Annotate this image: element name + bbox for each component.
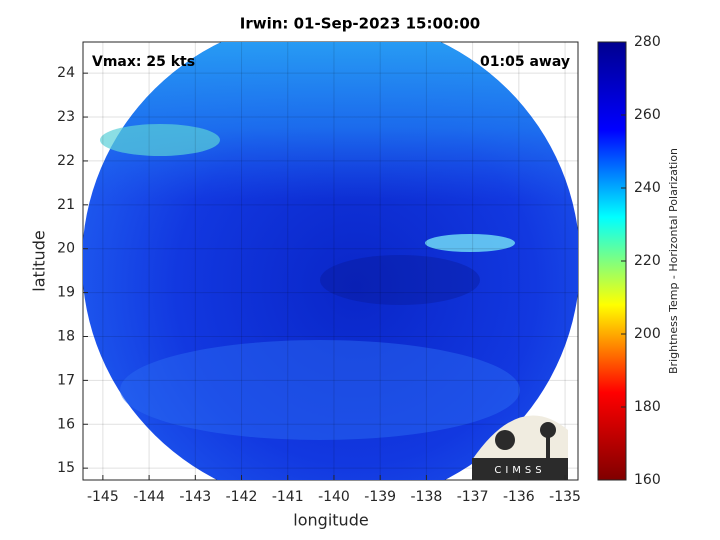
x-tick-label: -140 — [318, 489, 350, 505]
annotation: Vmax: 25 kts — [92, 54, 195, 70]
x-tick-label: -136 — [503, 489, 535, 505]
y-tick-label: 16 — [57, 416, 75, 432]
colorbar-tick-label: 160 — [634, 472, 661, 488]
chart-title: Irwin: 01-Sep-2023 15:00:00 — [240, 15, 481, 33]
x-tick-label: -143 — [179, 489, 211, 505]
logo-text: CIMSS — [494, 465, 545, 476]
colorbar-tick-label: 260 — [634, 107, 661, 123]
x-tick-label: -145 — [87, 489, 119, 505]
colorbar-tick-label: 280 — [634, 34, 661, 50]
y-tick-label: 23 — [57, 109, 75, 125]
x-tick-label: -138 — [411, 489, 443, 505]
x-tick-label: -141 — [272, 489, 304, 505]
y-axis-label: latitude — [30, 230, 49, 291]
grid — [83, 42, 578, 480]
y-tick-label: 19 — [57, 285, 75, 301]
colorbar-tick-label: 180 — [634, 399, 661, 415]
x-tick-label: -142 — [226, 489, 258, 505]
y-tick-label: 22 — [57, 153, 75, 169]
colorbar-tick-label: 240 — [634, 180, 661, 196]
x-tick-label: -144 — [133, 489, 165, 505]
cimss-logo: CIMSS — [472, 415, 568, 480]
x-tick-label: -139 — [364, 489, 396, 505]
y-tick-label: 15 — [57, 460, 75, 476]
y-tick-label: 21 — [57, 197, 75, 213]
y-tick-label: 20 — [57, 241, 75, 257]
x-tick-label: -135 — [549, 489, 581, 505]
y-tick-label: 24 — [57, 65, 75, 81]
colorbar-tick-label: 220 — [634, 253, 661, 269]
y-tick-label: 17 — [57, 372, 75, 388]
annotation: 01:05 away — [480, 54, 570, 70]
y-tick-label: 18 — [57, 328, 75, 344]
x-tick-label: -137 — [457, 489, 489, 505]
x-axis-label: longitude — [293, 511, 368, 530]
colorbar-tick-label: 200 — [634, 326, 661, 342]
brightness-image — [83, 42, 578, 480]
colorbar-label: Brightness Temp - Horizontal Polarizatio… — [667, 148, 680, 374]
